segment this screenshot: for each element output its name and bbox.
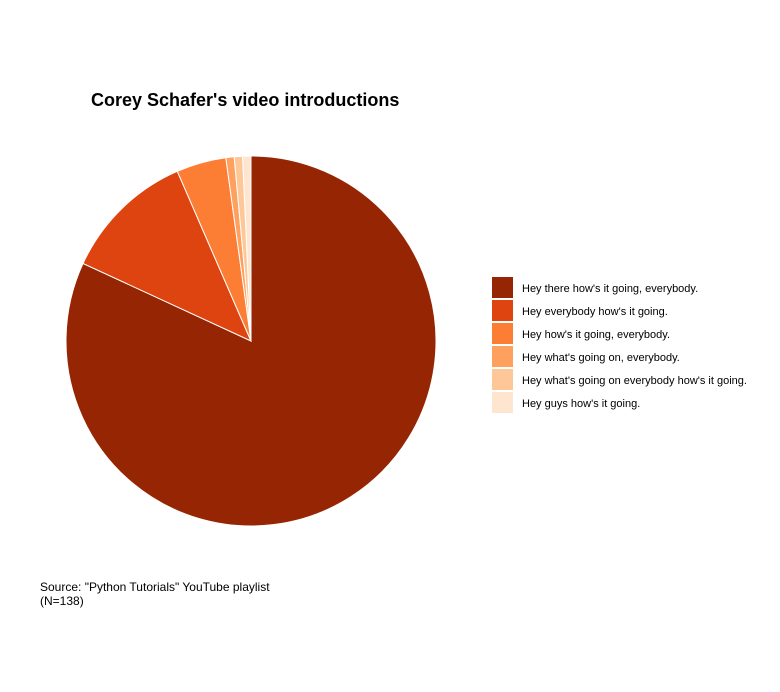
legend-swatch-6	[492, 392, 513, 413]
pie-slice-6	[242, 155, 252, 342]
legend-label-5: Hey what's going on everybody how's it g…	[522, 375, 747, 387]
pie-slice-2	[82, 170, 252, 343]
caption-source: Source: "Python Tutorials" YouTube playl…	[40, 580, 270, 594]
caption-count: (N=138)	[40, 594, 84, 608]
legend-swatch-2	[492, 300, 513, 321]
legend-swatch-1	[492, 277, 513, 298]
legend-label-4: Hey what's going on, everybody.	[522, 352, 680, 364]
legend-label-3: Hey how's it going, everybody.	[522, 329, 670, 341]
legend: Hey there how's it going, everybody. Hey …	[492, 277, 747, 413]
legend-label-2: Hey everybody how's it going.	[522, 306, 668, 318]
chart-title: Corey Schafer's video introductions	[91, 90, 399, 110]
legend-swatch-3	[492, 323, 513, 344]
legend-swatch-5	[492, 369, 513, 390]
legend-label-6: Hey guys how's it going.	[522, 398, 640, 410]
legend-swatch-4	[492, 346, 513, 367]
pie-slices	[65, 155, 437, 527]
pie-slice-1	[65, 155, 437, 527]
legend-label-1: Hey there how's it going, everybody.	[522, 283, 698, 295]
